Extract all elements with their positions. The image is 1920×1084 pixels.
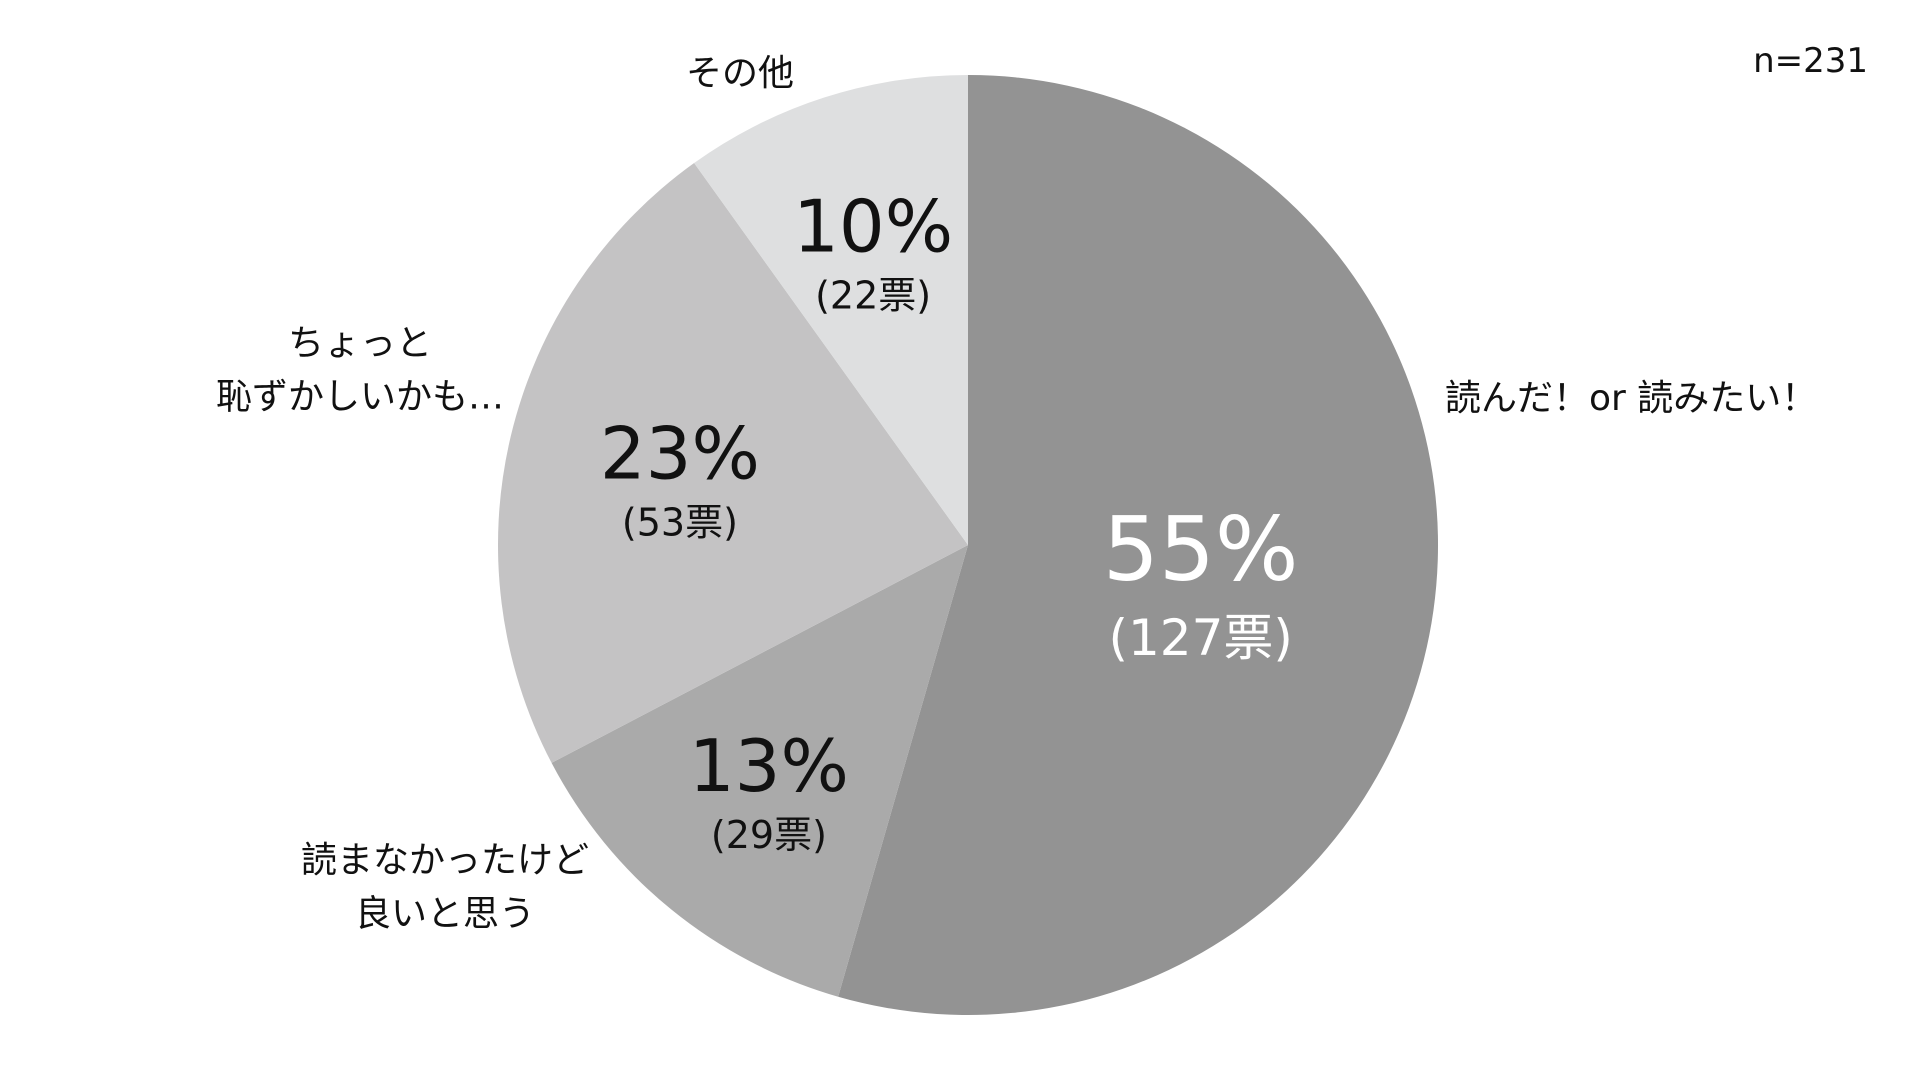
pie-slice [694, 75, 968, 545]
slice-percent-label: 13% [689, 724, 849, 808]
slice-count-label: (29票) [711, 813, 827, 857]
slice-value-labels: 55% (127票) 13% (29票) 23% (53票) 10% (22票) [600, 185, 1299, 857]
category-label: 読んだ！or 読みたい！ [1445, 378, 1817, 419]
pie-slice [497, 163, 968, 763]
category-label: 読まなかったけど [301, 840, 589, 881]
pie-slice [551, 545, 968, 997]
slice-count-label: (22票) [815, 274, 931, 318]
slice-count-label: (127票) [1108, 609, 1292, 667]
slice-percent-label: 10% [793, 185, 953, 269]
slice-percent-label: 23% [600, 412, 760, 496]
slices-layer [497, 75, 1439, 1015]
slice-count-label: (53票) [622, 501, 738, 545]
category-label: ちょっと [288, 323, 432, 364]
category-label: その他 [686, 53, 794, 94]
category-label: 恥ずかしいかも… [216, 376, 504, 417]
sample-size-label: n=231 [1753, 41, 1868, 81]
category-label: 良いと思う [355, 893, 535, 934]
slice-percent-label: 55% [1103, 498, 1299, 601]
pie-slice [838, 75, 1439, 1015]
